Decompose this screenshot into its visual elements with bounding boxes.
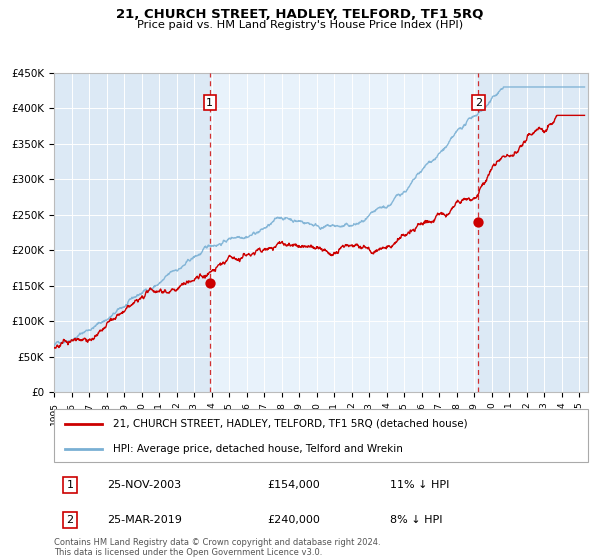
Text: 1: 1 bbox=[206, 97, 214, 108]
Text: Contains HM Land Registry data © Crown copyright and database right 2024.
This d: Contains HM Land Registry data © Crown c… bbox=[54, 538, 380, 557]
Point bbox=[205, 278, 215, 287]
Text: 2: 2 bbox=[67, 515, 74, 525]
Text: 25-MAR-2019: 25-MAR-2019 bbox=[107, 515, 182, 525]
Point bbox=[473, 217, 483, 226]
FancyBboxPatch shape bbox=[54, 409, 588, 462]
Text: £240,000: £240,000 bbox=[268, 515, 320, 525]
Text: £154,000: £154,000 bbox=[268, 480, 320, 490]
Text: 8% ↓ HPI: 8% ↓ HPI bbox=[391, 515, 443, 525]
Text: 21, CHURCH STREET, HADLEY, TELFORD, TF1 5RQ: 21, CHURCH STREET, HADLEY, TELFORD, TF1 … bbox=[116, 8, 484, 21]
Bar bbox=[210, 73, 478, 392]
Text: 25-NOV-2003: 25-NOV-2003 bbox=[107, 480, 182, 490]
Text: HPI: Average price, detached house, Telford and Wrekin: HPI: Average price, detached house, Telf… bbox=[113, 444, 403, 454]
Text: 2: 2 bbox=[475, 97, 482, 108]
Text: Price paid vs. HM Land Registry's House Price Index (HPI): Price paid vs. HM Land Registry's House … bbox=[137, 20, 463, 30]
Text: 1: 1 bbox=[67, 480, 74, 490]
Text: 21, CHURCH STREET, HADLEY, TELFORD, TF1 5RQ (detached house): 21, CHURCH STREET, HADLEY, TELFORD, TF1 … bbox=[113, 419, 467, 429]
Text: 11% ↓ HPI: 11% ↓ HPI bbox=[391, 480, 450, 490]
